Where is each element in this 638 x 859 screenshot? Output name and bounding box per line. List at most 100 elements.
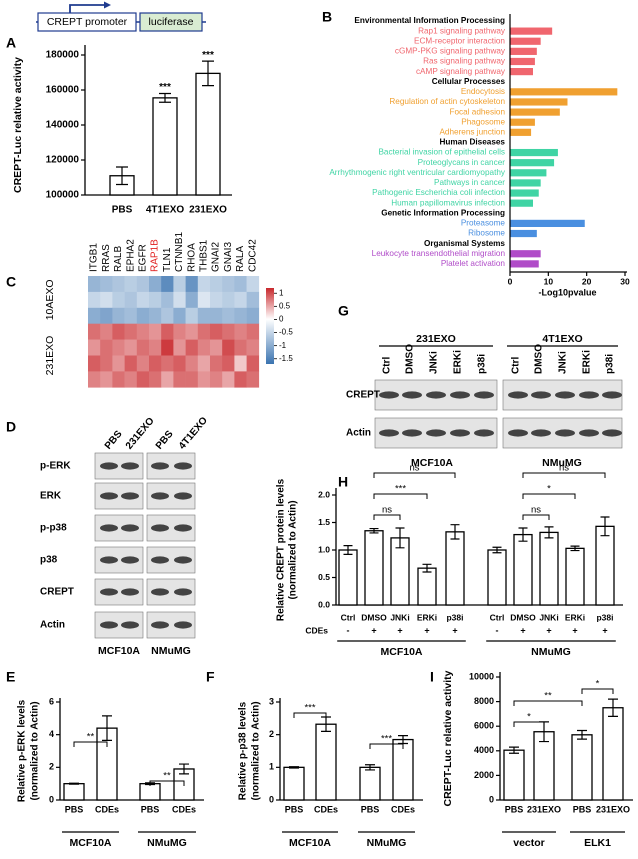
x-tick-label: ERKi [565, 612, 585, 622]
heatmap-cell [136, 371, 150, 388]
significance: *** [381, 734, 392, 745]
blot-band [602, 429, 622, 437]
treatment-label: CDEs [305, 625, 328, 635]
error-bar [577, 729, 587, 740]
y-tick-label: 3 [269, 696, 274, 706]
blot-band [555, 429, 575, 437]
heatmap-cell [136, 291, 150, 309]
blot-band [151, 524, 169, 532]
heatmap-cell [100, 291, 113, 309]
heatmap-cell [173, 307, 186, 324]
bar [571, 734, 593, 801]
heatmap-cell [185, 276, 199, 293]
bar [510, 260, 539, 268]
heatmap-cell [173, 339, 186, 356]
panel-label: A [6, 35, 16, 51]
heatmap-cell [197, 339, 211, 356]
lane-label: JNKi [429, 351, 440, 374]
y-tick-label: 10000 [469, 671, 494, 681]
heatmap-cell [234, 291, 247, 309]
category-label: Adherens junction [439, 127, 505, 136]
significance-bracket [373, 472, 456, 478]
heatmap-cell [234, 355, 247, 372]
bar [152, 97, 178, 196]
y-tick-label: 4 [49, 729, 54, 739]
heatmap-cell [100, 276, 113, 293]
significance: ns [382, 505, 392, 516]
significance: *** [304, 703, 315, 714]
column-label: TLN1 [162, 247, 173, 272]
heatmap-cell [210, 291, 223, 309]
category-label: Rap1 signaling pathway [418, 26, 506, 35]
heatmap-cell [112, 355, 125, 372]
treatment-sign: + [452, 625, 457, 635]
y-tick-label: 0 [49, 794, 54, 804]
heatmap-cell [100, 323, 113, 340]
column-label: RALB [113, 246, 124, 272]
x-tick-label: CDEs [172, 804, 196, 814]
blot-band [121, 588, 139, 596]
heatmap-cell [234, 276, 247, 293]
blot-row-label: p-ERK [40, 461, 71, 472]
heatmap-cell [185, 355, 199, 372]
column-label: RAP1B [150, 239, 161, 272]
category-label: Pathways in cancer [434, 178, 505, 187]
error-bar [422, 563, 432, 573]
y-axis-label: Relative CREPT protein levels [276, 478, 287, 621]
blot-row-label: p38 [40, 555, 58, 566]
heatmap-cell [222, 323, 235, 340]
heatmap-cell [149, 323, 162, 340]
column-label: RRAS [101, 244, 112, 272]
heatmap-cell [222, 307, 235, 324]
y-tick-label: 1.0 [318, 544, 330, 554]
blot-band [151, 588, 169, 596]
heatmap-cell [197, 371, 211, 388]
significance: ** [544, 691, 552, 702]
category-header: Genetic Information Processing [381, 208, 505, 217]
blot-band [426, 391, 446, 399]
lane-label: DMSO [405, 344, 416, 374]
error-bar [544, 526, 554, 539]
heatmap-cell [197, 307, 211, 324]
panel-label: C [6, 274, 16, 290]
y-tick-label: 6 [49, 696, 54, 706]
heatmap-cell [149, 371, 162, 388]
group-label: MCF10A [380, 646, 422, 658]
category-label: Arrhythmogenic right ventricular cardiom… [329, 168, 506, 177]
lane-label: ERKi [582, 350, 593, 374]
y-tick-label: 2000 [474, 770, 494, 780]
x-tick-label: Ctrl [490, 612, 505, 622]
y-axis-label: (normalized to Actin) [30, 701, 41, 800]
y-axis-label: Relative p-p38 levels [238, 701, 249, 800]
blot-band [402, 391, 422, 399]
significance-bracket [581, 688, 614, 694]
y-tick-label: 0 [489, 794, 494, 804]
promoter-box [37, 12, 137, 32]
category-label: Pathogenic Escherichia coli infection [372, 188, 505, 197]
colorbar [266, 288, 274, 364]
bar [510, 159, 555, 167]
heatmap-cell [136, 323, 150, 340]
heatmap-cell [222, 291, 235, 309]
heatmap-cell [246, 339, 260, 356]
category-label: Platelet activation [441, 259, 506, 268]
x-tick-label: CDEs [391, 804, 415, 814]
blot-band [121, 524, 139, 532]
x-tick-label: 0 [508, 276, 513, 286]
colorbar-tick-label: -1.5 [279, 354, 293, 363]
treatment-sign: + [520, 625, 525, 635]
significance: *** [395, 484, 406, 495]
heatmap-cell [246, 323, 260, 340]
heatmap-cell [161, 339, 174, 356]
blot-band [100, 492, 118, 500]
significance-bracket [513, 700, 583, 706]
blot-band [174, 462, 192, 470]
heatmap-cell [173, 355, 186, 372]
lane-label: p38i [477, 354, 488, 374]
category-header: Organismal Systems [424, 239, 505, 248]
panel-label: B [322, 9, 332, 25]
y-tick-label: 0 [269, 794, 274, 804]
error-bar [102, 715, 112, 741]
row-group-label: 231EXO [44, 336, 56, 376]
